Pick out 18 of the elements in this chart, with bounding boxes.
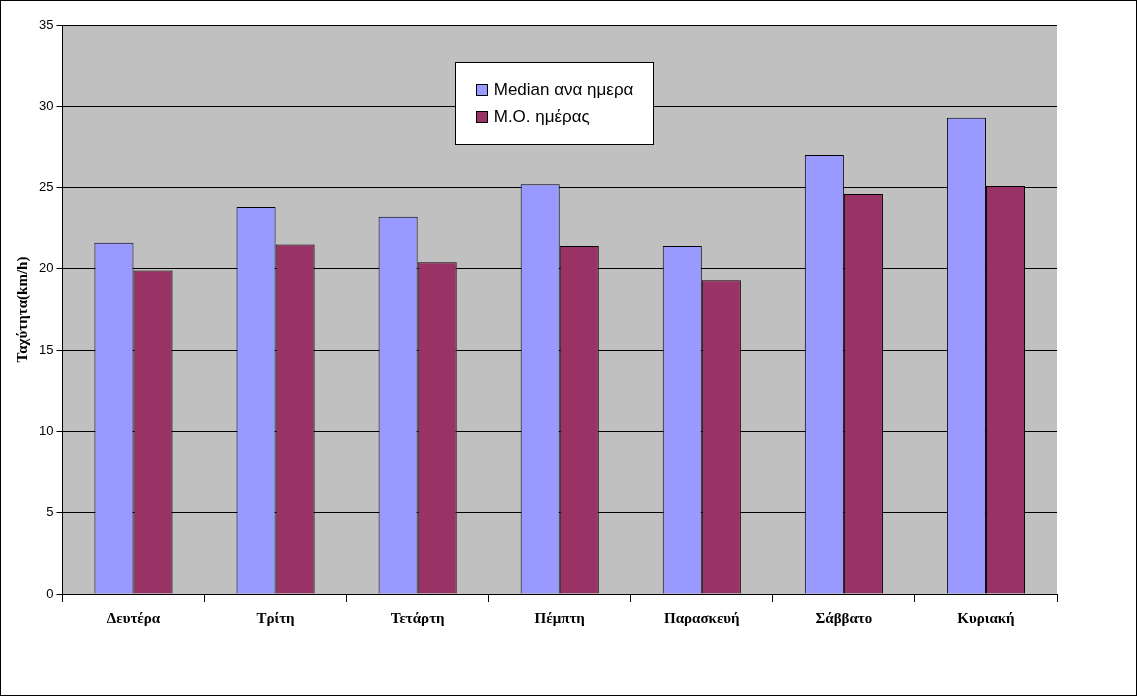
y-tick-label: 30	[38, 97, 54, 113]
x-tick-label: Δευτέρα	[106, 609, 161, 626]
x-tick-label: Σάββατο	[815, 609, 873, 626]
y-tick-label: 5	[46, 504, 54, 520]
y-tick-label: 10	[38, 423, 54, 439]
x-tick-label: Τετάρτη	[390, 609, 445, 626]
legend-label: Median ανα ημερα	[493, 80, 634, 100]
x-tick-label: Πέμπτη	[534, 609, 585, 626]
y-tick-label: 20	[38, 260, 54, 276]
x-tick-label: Παρασκευή	[663, 609, 740, 626]
legend-label: Μ.Ο. ημέρας	[493, 107, 590, 127]
y-axis-title: Ταχύτητα(km/h)	[13, 256, 31, 363]
x-tick-label: Κυριακή	[957, 609, 1015, 626]
x-tick-label: Τρίτη	[256, 609, 295, 626]
y-tick-label: 35	[38, 16, 54, 32]
y-tick-label: 25	[38, 179, 54, 195]
y-tick-label: 0	[46, 585, 54, 601]
y-tick-label: 15	[38, 341, 54, 357]
